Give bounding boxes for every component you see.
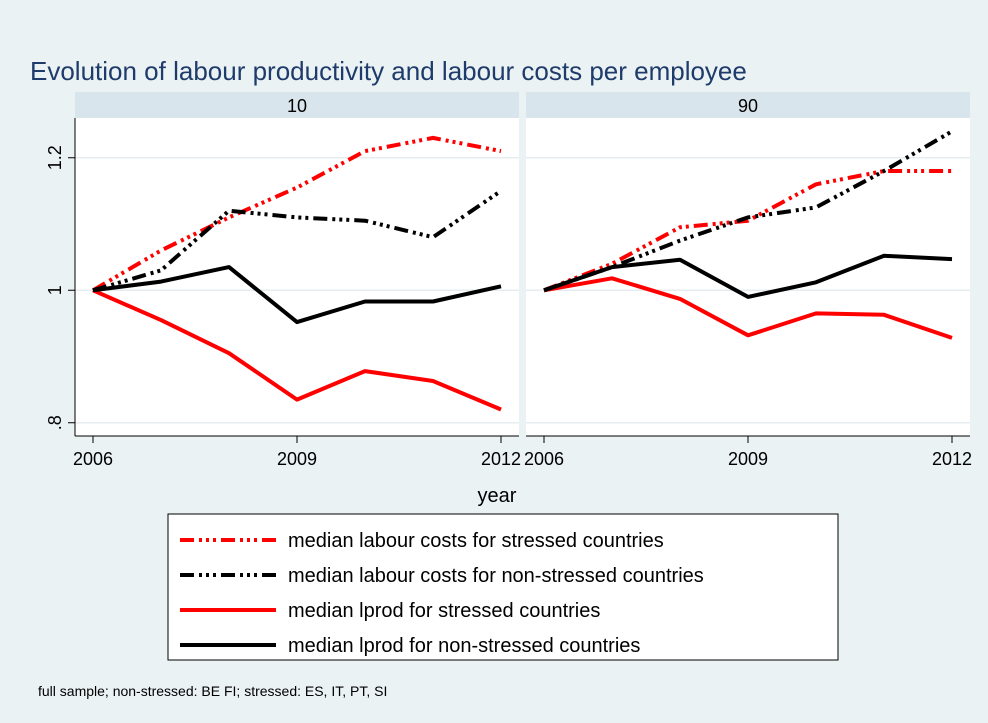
legend-item-label: median labour costs for non-stressed cou…: [288, 565, 704, 587]
chart-note: full sample; non-stressed: BE FI; stress…: [38, 683, 387, 699]
legend: median labour costs for stressed countri…: [167, 513, 839, 661]
panel-90: 90 2006 2009 2012: [524, 92, 972, 469]
plot-area: [526, 118, 970, 436]
series-line-2: [543, 276, 953, 340]
panel-strip: [526, 92, 970, 118]
series-line-2: [92, 288, 502, 412]
y-tick-label: 1: [45, 285, 65, 295]
legend-item-label: median labour costs for stressed countri…: [288, 530, 664, 552]
panel-10: 10 2006 2009 2012 .8 1 1.2: [45, 92, 521, 469]
x-tick-label: 2012: [481, 449, 521, 469]
chart-title: Evolution of labour productivity and lab…: [30, 56, 747, 86]
legend-box: [167, 513, 839, 661]
plot-area: [75, 118, 519, 436]
series-line-0: [543, 169, 952, 293]
series-line-1: [543, 129, 954, 293]
series-line-3: [543, 253, 953, 299]
legend-item-label: median lprod for stressed countries: [288, 600, 600, 622]
x-tick-label: 2009: [728, 449, 768, 469]
panel-label: 10: [287, 96, 307, 116]
x-tick-label: 2009: [277, 449, 317, 469]
panel-strip: [75, 92, 519, 118]
legend-item-label: median lprod for non-stressed countries: [288, 635, 640, 657]
x-tick-label: 2006: [524, 449, 564, 469]
y-tick-label: 1.2: [45, 145, 65, 170]
x-axis-label: year: [478, 485, 517, 507]
x-tick-label: 2012: [932, 449, 972, 469]
series-line-0: [91, 135, 502, 293]
x-tick-label: 2006: [73, 449, 113, 469]
series-line-3: [92, 265, 502, 325]
plot-panels: 10 2006 2009 2012 .8 1 1.2 90 2006 2009 2012: [45, 92, 972, 469]
panel-label: 90: [738, 96, 758, 116]
y-tick-label: .8: [45, 415, 65, 430]
